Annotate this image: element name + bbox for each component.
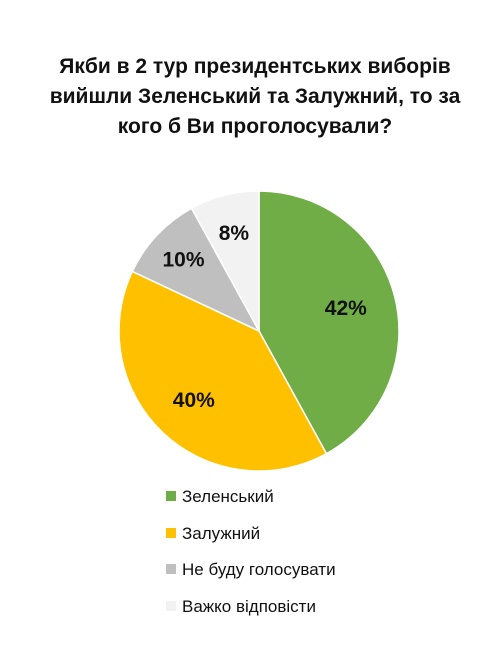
legend-label-not-voting: Не буду голосувати [182, 560, 336, 579]
legend-label-hard-to-say: Важко відповісти [182, 596, 316, 616]
chart-title-line-3: кого б Ви проголосували? [117, 115, 393, 138]
pie-slice-not-voting [131, 207, 261, 333]
pie-data-labels: 42% 40% 10% 8% [162, 222, 367, 412]
pie-slice-zelenskyi [258, 190, 400, 455]
pie-slice-hard-to-say [190, 190, 260, 332]
legend-label-zaluzhnyi: Залужний [182, 523, 261, 543]
legend-swatch-zelenskyi [166, 491, 176, 501]
data-label-zelenskyi: 42% [325, 297, 367, 320]
legend-swatch-zaluzhnyi [166, 527, 176, 538]
chart-title-line-1: Якби в 2 тур президентських виборів [59, 55, 451, 78]
legend-swatch-hard-to-say [166, 600, 176, 611]
data-label-hard-to-say: 8% [219, 222, 250, 245]
chart-title-line-2: вийшли Зеленський та Залужний, то за [49, 85, 461, 108]
legend-swatch-not-voting [166, 564, 176, 574]
chart-title: Якби в 2 тур президентських виборів вийш… [0, 52, 492, 142]
data-label-zaluzhnyi: 40% [173, 389, 215, 412]
pie-slices [118, 190, 400, 472]
legend-label-zelenskyi: Зеленський [182, 487, 274, 506]
data-label-not-voting: 10% [162, 249, 204, 272]
pie-slice-zaluzhnyi [118, 270, 328, 472]
